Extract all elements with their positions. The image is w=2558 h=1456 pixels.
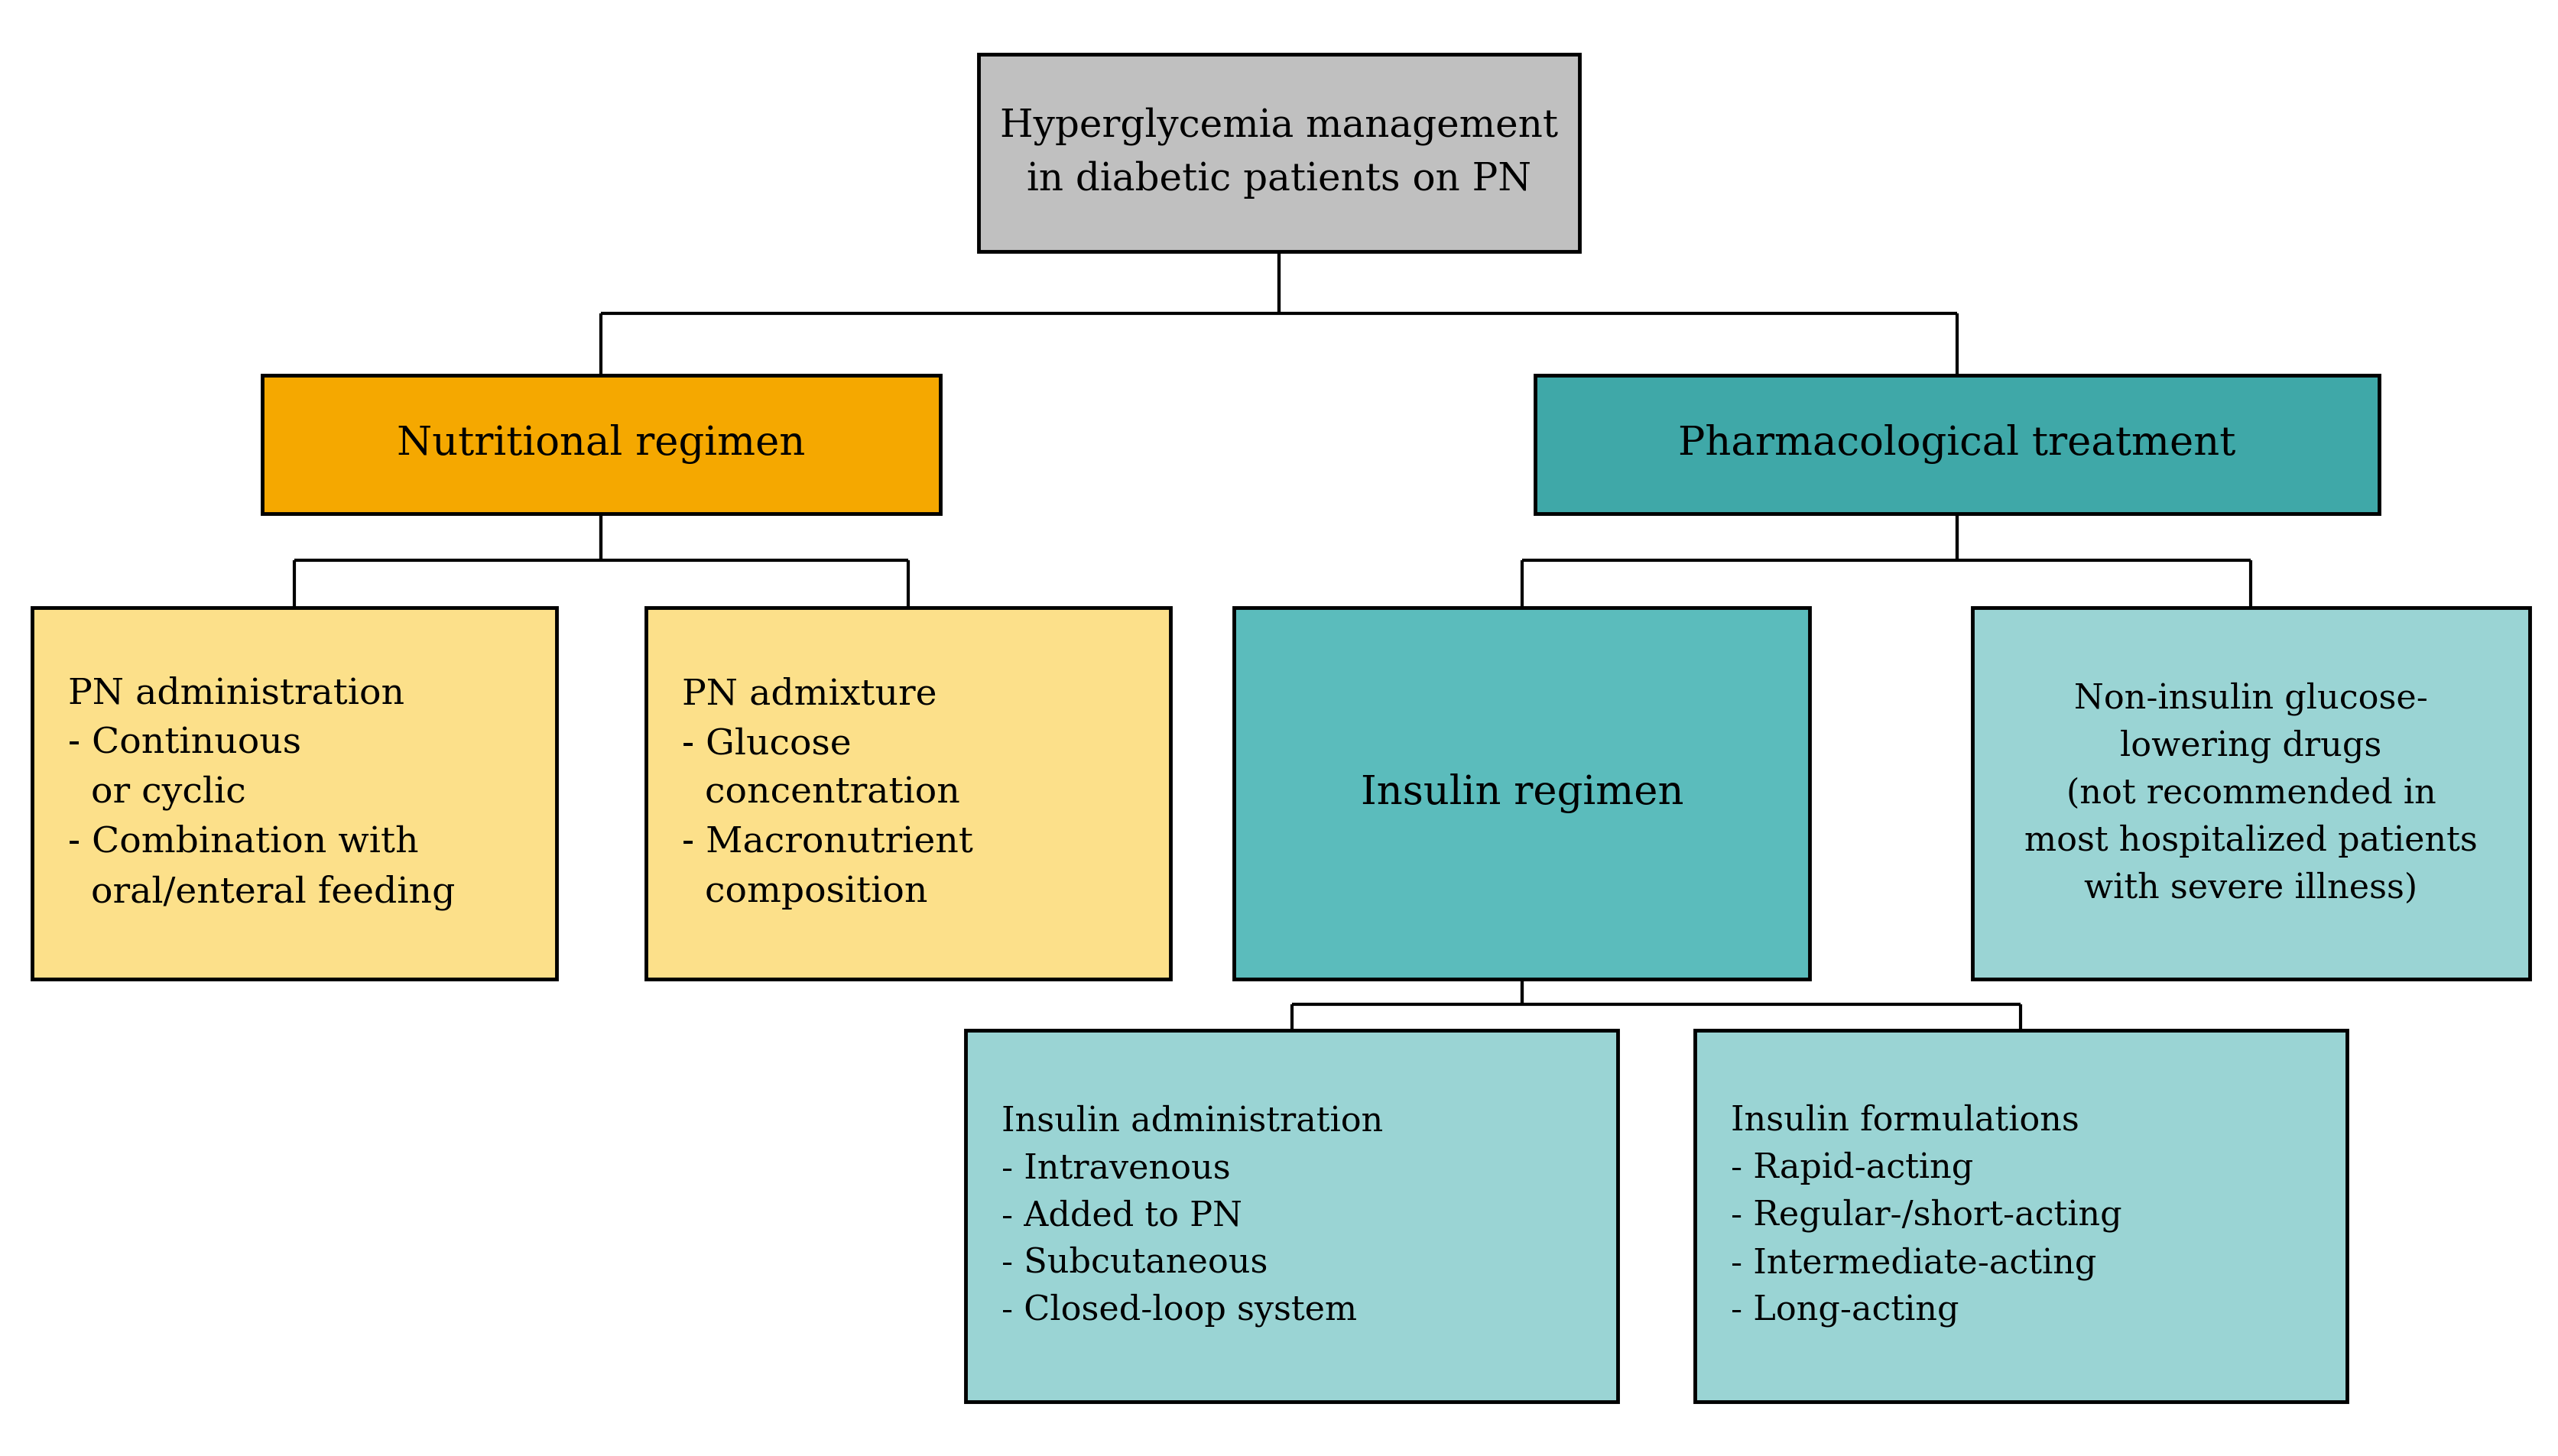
Text: PN administration
- Continuous
  or cyclic
- Combination with
  oral/enteral fee: PN administration - Continuous or cyclic… <box>69 677 455 910</box>
FancyBboxPatch shape <box>1972 609 2530 978</box>
Text: Insulin administration
- Intravenous
- Added to PN
- Subcutaneous
- Closed-loop : Insulin administration - Intravenous - A… <box>1000 1104 1384 1328</box>
Text: Nutritional regimen: Nutritional regimen <box>396 424 806 464</box>
Text: Insulin formulations
- Rapid-acting
- Regular-/short-acting
- Intermediate-actin: Insulin formulations - Rapid-acting - Re… <box>1732 1104 2121 1328</box>
Text: Insulin regimen: Insulin regimen <box>1361 773 1683 814</box>
Text: Pharmacological treatment: Pharmacological treatment <box>1678 424 2236 464</box>
Text: PN admixture
- Glucose
  concentration
- Macronutrient
  composition: PN admixture - Glucose concentration - M… <box>680 677 972 910</box>
FancyBboxPatch shape <box>1233 609 1809 978</box>
Text: Hyperglycemia management
in diabetic patients on PN: Hyperglycemia management in diabetic pat… <box>1000 106 1558 199</box>
FancyBboxPatch shape <box>33 609 555 978</box>
FancyBboxPatch shape <box>977 54 1578 250</box>
FancyBboxPatch shape <box>1535 376 2379 514</box>
FancyBboxPatch shape <box>645 609 1169 978</box>
Text: Non-insulin glucose-
lowering drugs
(not recommended in
most hospitalized patien: Non-insulin glucose- lowering drugs (not… <box>2023 681 2479 906</box>
FancyBboxPatch shape <box>964 1031 1619 1401</box>
FancyBboxPatch shape <box>1696 1031 2348 1401</box>
FancyBboxPatch shape <box>261 376 939 514</box>
